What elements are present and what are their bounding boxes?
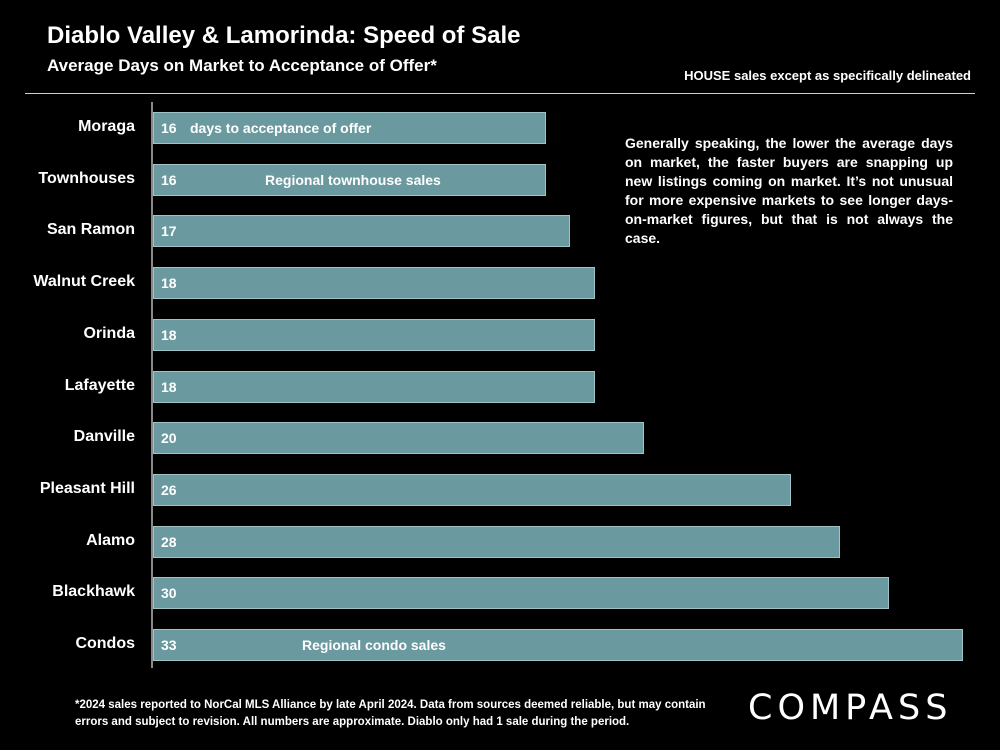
category-label: San Ramon xyxy=(46,221,135,238)
category-label: Orinda xyxy=(83,325,135,342)
category-label: Lafayette xyxy=(64,377,135,394)
bar xyxy=(153,474,791,506)
bar xyxy=(153,526,840,558)
bar xyxy=(153,319,595,351)
bar xyxy=(153,164,546,196)
bar-annotation: days to acceptance of offer xyxy=(190,120,372,136)
category-label: Condos xyxy=(75,635,135,652)
category-label: Pleasant Hill xyxy=(39,480,135,497)
category-label: Blackhawk xyxy=(52,583,135,600)
y-axis-line xyxy=(151,102,153,668)
bar-value-label: 30 xyxy=(161,585,177,601)
bar xyxy=(153,215,570,247)
category-label: Walnut Creek xyxy=(33,273,135,290)
header-divider xyxy=(25,93,975,94)
bar-value-label: 17 xyxy=(161,223,177,239)
bar-annotation: Regional townhouse sales xyxy=(265,172,441,188)
bar-value-label: 16 xyxy=(161,172,177,188)
bar xyxy=(153,112,546,144)
category-label: Danville xyxy=(73,428,135,445)
bar xyxy=(153,629,963,661)
footnote: *2024 sales reported to NorCal MLS Allia… xyxy=(75,699,706,728)
house-sales-note: HOUSE sales except as specifically delin… xyxy=(684,68,971,83)
explanation-text: Generally speaking, the lower the averag… xyxy=(625,135,953,246)
bar-value-label: 20 xyxy=(161,430,177,446)
bar-value-label: 16 xyxy=(161,120,177,136)
bar-value-label: 28 xyxy=(161,534,177,550)
bar-value-label: 33 xyxy=(161,637,177,653)
chart-title: Diablo Valley & Lamorinda: Speed of Sale xyxy=(47,22,521,49)
bar xyxy=(153,371,595,403)
bar xyxy=(153,577,889,609)
category-label: Townhouses xyxy=(38,170,135,187)
bar-value-label: 18 xyxy=(161,275,177,291)
bar-value-label: 18 xyxy=(161,379,177,395)
bar-value-label: 26 xyxy=(161,482,177,498)
chart-subtitle: Average Days on Market to Acceptance of … xyxy=(47,56,437,75)
bar xyxy=(153,422,644,454)
bar xyxy=(153,267,595,299)
category-label: Moraga xyxy=(78,118,135,135)
bar-value-label: 18 xyxy=(161,327,177,343)
compass-logo: COMPASS xyxy=(748,688,953,728)
category-label: Alamo xyxy=(86,532,135,549)
bar-annotation: Regional condo sales xyxy=(302,637,446,653)
